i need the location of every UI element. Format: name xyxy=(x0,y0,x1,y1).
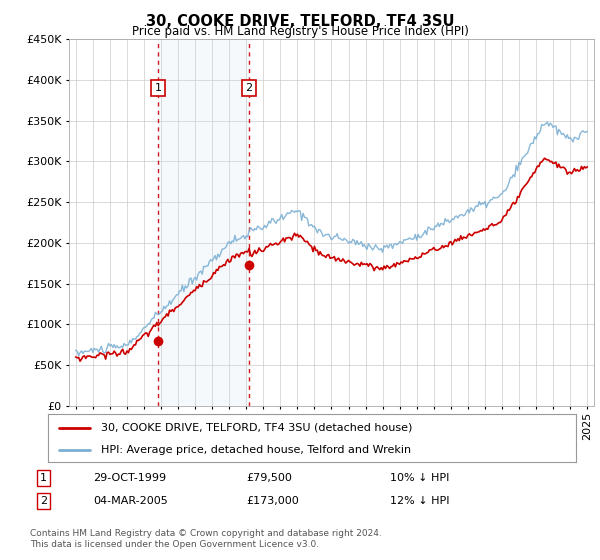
Text: 10% ↓ HPI: 10% ↓ HPI xyxy=(390,473,449,483)
Bar xyxy=(158,39,249,406)
Text: Price paid vs. HM Land Registry's House Price Index (HPI): Price paid vs. HM Land Registry's House … xyxy=(131,25,469,38)
Text: Contains HM Land Registry data © Crown copyright and database right 2024.
This d: Contains HM Land Registry data © Crown c… xyxy=(30,529,382,549)
Text: 2: 2 xyxy=(245,83,253,93)
Text: 04-MAR-2005: 04-MAR-2005 xyxy=(93,496,168,506)
Text: £173,000: £173,000 xyxy=(246,496,299,506)
Text: 29-OCT-1999: 29-OCT-1999 xyxy=(93,473,166,483)
Text: £79,500: £79,500 xyxy=(246,473,292,483)
Text: 2: 2 xyxy=(40,496,47,506)
Text: HPI: Average price, detached house, Telford and Wrekin: HPI: Average price, detached house, Telf… xyxy=(101,445,411,455)
Text: 12% ↓ HPI: 12% ↓ HPI xyxy=(390,496,449,506)
Text: 1: 1 xyxy=(40,473,47,483)
Text: 30, COOKE DRIVE, TELFORD, TF4 3SU (detached house): 30, COOKE DRIVE, TELFORD, TF4 3SU (detac… xyxy=(101,423,412,433)
Text: 30, COOKE DRIVE, TELFORD, TF4 3SU: 30, COOKE DRIVE, TELFORD, TF4 3SU xyxy=(146,14,454,29)
Text: 1: 1 xyxy=(155,83,161,93)
